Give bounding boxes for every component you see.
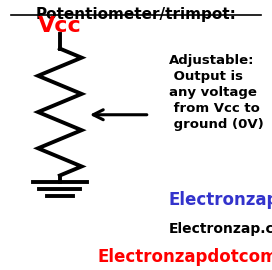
Text: Electronzapdotcom: Electronzapdotcom (98, 248, 272, 265)
Text: Potentiometer/trimpot:: Potentiometer/trimpot: (36, 7, 236, 22)
Text: Electronzap: Electronzap (169, 191, 272, 209)
Text: Adjustable:
 Output is
any voltage
 from Vcc to
 ground (0V): Adjustable: Output is any voltage from V… (169, 54, 263, 131)
Text: Electronzap.com: Electronzap.com (169, 222, 272, 237)
Text: Vcc: Vcc (38, 16, 82, 36)
